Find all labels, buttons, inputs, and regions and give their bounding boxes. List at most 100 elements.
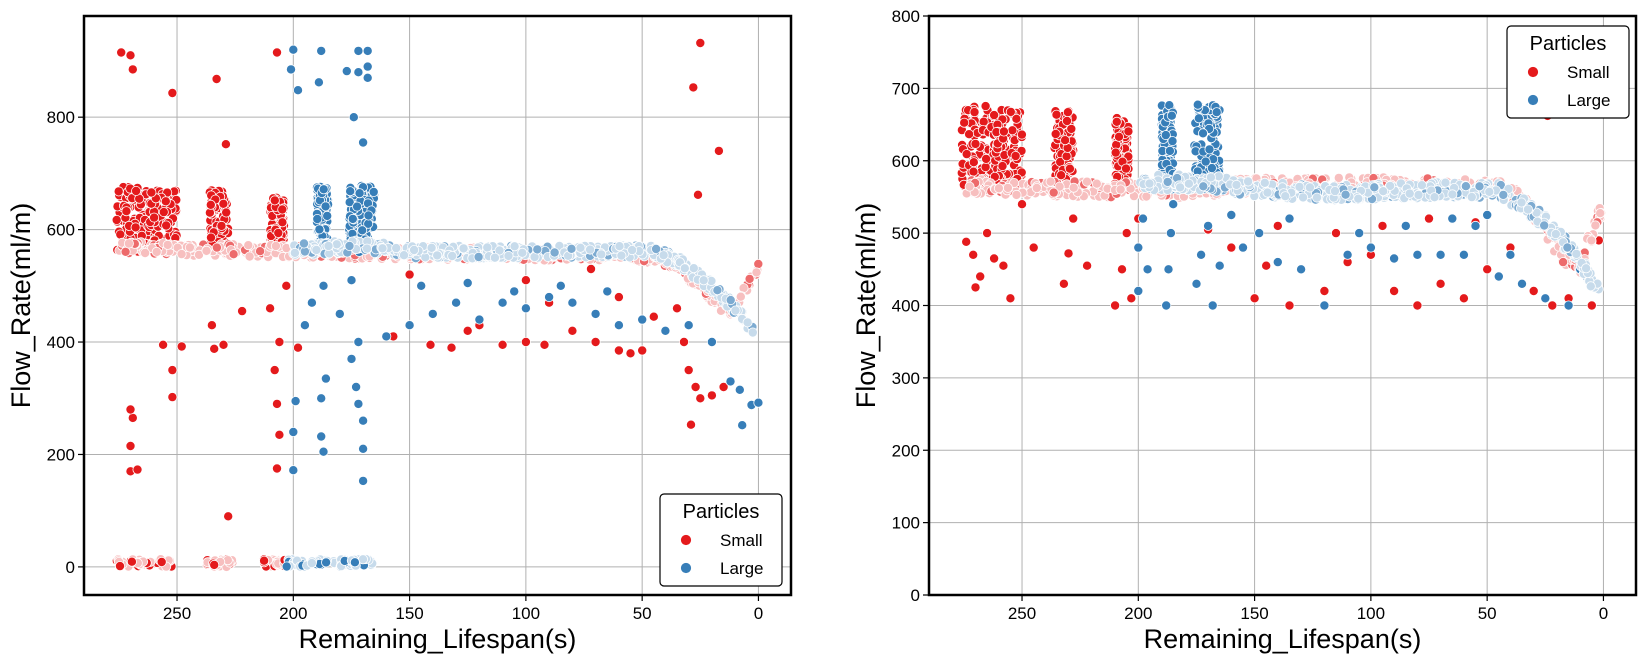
data-point <box>625 348 636 359</box>
data-point <box>503 250 514 261</box>
data-point <box>997 161 1008 172</box>
data-point <box>201 245 212 256</box>
data-point <box>1400 220 1411 231</box>
data-point <box>1440 177 1451 188</box>
x-tick-label: 0 <box>754 604 763 623</box>
data-point <box>734 384 745 395</box>
data-point <box>451 297 462 308</box>
data-point <box>318 280 329 291</box>
data-point <box>318 446 329 457</box>
data-point <box>358 137 369 148</box>
data-point <box>1031 182 1042 193</box>
legend: Particles Small Large <box>1506 25 1630 119</box>
data-point <box>509 286 520 297</box>
x-axis-label: Remaining_Lifespan(s) <box>299 624 577 654</box>
data-point <box>1198 181 1209 192</box>
data-point <box>683 365 694 376</box>
data-point <box>1298 192 1309 203</box>
data-point <box>306 558 317 569</box>
data-point <box>1011 189 1022 200</box>
y-tick-label: 500 <box>892 224 920 243</box>
data-point <box>1262 187 1273 198</box>
data-point <box>1412 300 1423 311</box>
data-point <box>160 196 171 207</box>
data-point <box>981 153 992 164</box>
data-point <box>1163 264 1174 275</box>
data-point <box>1005 106 1016 117</box>
data-point <box>532 244 543 255</box>
data-point <box>462 277 473 288</box>
data-point <box>586 263 597 274</box>
data-point <box>555 280 566 291</box>
data-point <box>1121 163 1132 174</box>
y-tick-label: 200 <box>47 445 75 464</box>
data-point <box>693 189 704 200</box>
data-point <box>989 253 1000 264</box>
data-point <box>312 213 323 224</box>
legend-title: Particles <box>1530 33 1607 55</box>
data-point <box>1204 144 1215 155</box>
legend-marker-small <box>680 534 692 546</box>
data-point <box>747 327 758 338</box>
data-point <box>426 242 437 253</box>
data-point <box>322 210 333 221</box>
data-point <box>271 47 282 58</box>
data-point <box>353 398 364 409</box>
data-point <box>1238 242 1249 253</box>
data-point <box>975 271 986 282</box>
data-point <box>1167 136 1178 147</box>
data-point <box>686 419 697 430</box>
data-point <box>316 393 327 404</box>
data-point <box>346 353 357 364</box>
x-tick-label: 50 <box>1478 604 1497 623</box>
data-point <box>968 249 979 260</box>
data-point <box>1547 300 1558 311</box>
data-point <box>277 217 288 228</box>
data-point <box>255 246 266 257</box>
data-point <box>323 240 334 251</box>
data-point <box>1175 182 1186 193</box>
data-point <box>161 220 172 231</box>
data-point <box>1161 300 1172 311</box>
y-tick-label: 0 <box>911 586 920 605</box>
data-point <box>1505 249 1516 260</box>
data-point <box>358 443 369 454</box>
data-point <box>125 50 136 61</box>
data-point <box>306 297 317 308</box>
data-point <box>1142 264 1153 275</box>
data-point <box>368 186 379 197</box>
data-point <box>1562 242 1573 253</box>
data-point <box>211 74 222 85</box>
data-point <box>362 61 373 72</box>
data-point <box>125 404 136 415</box>
data-point <box>131 185 142 196</box>
x-tick-label: 250 <box>1008 604 1036 623</box>
y-tick-label: 700 <box>892 79 920 98</box>
data-point <box>1517 278 1528 289</box>
data-point <box>637 345 648 356</box>
data-point <box>320 373 331 384</box>
data-point <box>1331 228 1342 239</box>
data-point <box>289 247 300 258</box>
data-point <box>237 306 248 317</box>
data-point <box>111 214 122 225</box>
data-point <box>1016 129 1027 140</box>
data-point <box>1312 192 1323 203</box>
data-point <box>1191 278 1202 289</box>
y-tick-label: 300 <box>892 369 920 388</box>
x-tick-label: 0 <box>1599 604 1608 623</box>
data-point <box>358 475 369 486</box>
data-point <box>349 557 360 568</box>
data-point <box>432 250 443 261</box>
data-point <box>1404 188 1415 199</box>
data-point <box>123 238 134 249</box>
data-point <box>345 186 356 197</box>
plot-area <box>111 38 764 572</box>
data-point <box>1590 220 1601 231</box>
legend: Particles Small Large <box>659 493 783 587</box>
data-point <box>1458 293 1469 304</box>
data-point <box>730 305 741 316</box>
data-point <box>706 336 717 347</box>
data-point <box>1416 180 1427 191</box>
data-point <box>1082 176 1093 187</box>
